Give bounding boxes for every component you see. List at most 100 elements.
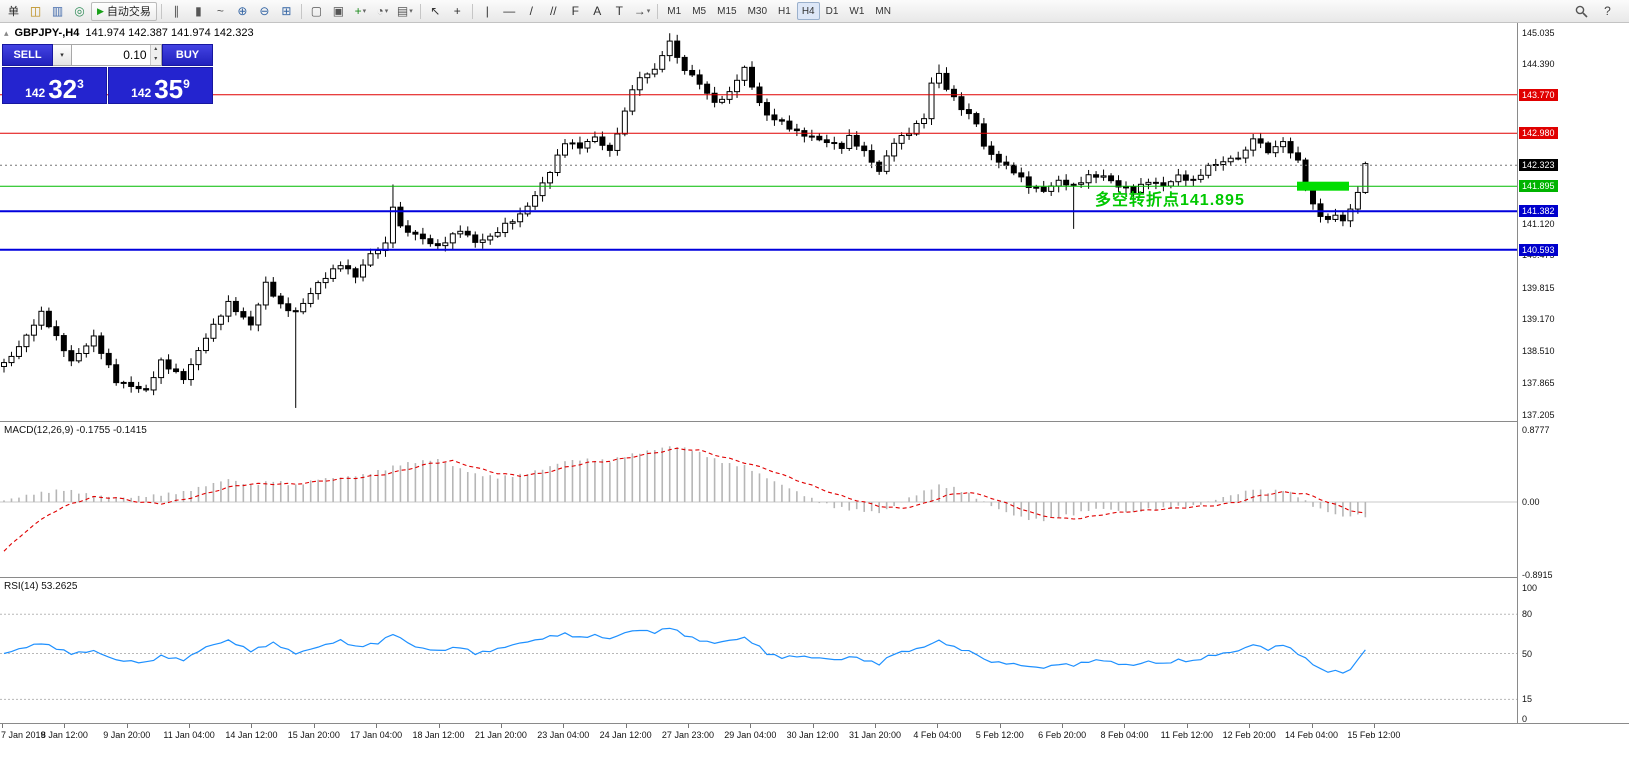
timeframe-button-d1[interactable]: D1 (825, 5, 839, 17)
candlestick-canvas[interactable] (0, 23, 1517, 421)
cascade-windows-icon[interactable]: ▣ (328, 2, 349, 21)
sell-button[interactable]: SELL (2, 44, 53, 66)
time-axis-label: 7 Jan 2019 (1, 730, 46, 740)
buy-button[interactable]: BUY (162, 44, 213, 66)
chevron-down-icon: ▾ (409, 8, 413, 15)
timeframe-button-w1[interactable]: W1 (849, 5, 865, 17)
rsi-axis-label: 0 (1522, 714, 1528, 724)
time-axis-label: 8 Jan 12:00 (40, 730, 88, 740)
bar-chart-icon[interactable]: ∥ (166, 2, 187, 21)
time-axis-label: 4 Feb 04:00 (913, 730, 962, 740)
fibonacci-icon[interactable]: F (565, 2, 586, 21)
time-axis-label: 23 Jan 04:00 (537, 730, 590, 740)
volume-up-button[interactable]: ▴ (150, 45, 161, 55)
symbol-label: GBPJPY-,H4 (14, 27, 80, 39)
timeframe-button-h4[interactable]: H4 (796, 2, 820, 20)
tile-windows-icon[interactable]: ▢ (306, 2, 327, 21)
text-label-icon[interactable]: T (609, 2, 630, 21)
toolbar: 单 ◫ ▥ ◎ ▶ 自动交易 ∥ ▮ ~ ⊕ ⊖ ⊞ ▢ ▣ + ▾ ◔ ▾ ▤ ▾ ↖ + | — ///F A T → ▾ M1 M5 M… (0, 0, 1629, 23)
volume-input[interactable] (72, 45, 150, 65)
price-axis-marker: 143.770 (1519, 88, 1558, 101)
new-order-button[interactable]: 单 (8, 6, 19, 18)
rsi-canvas[interactable] (0, 578, 1517, 723)
time-axis-tick (812, 724, 814, 728)
price-axis-label: 137.205 (1522, 410, 1555, 420)
time-axis-tick (313, 724, 315, 728)
profiles-icon[interactable]: ▥ (47, 2, 68, 21)
bar-chart-icon: ∥ (173, 4, 180, 18)
autotrade-label: 自动交易 (106, 6, 151, 18)
time-axis-label: 30 Jan 12:00 (786, 730, 839, 740)
line-chart-icon[interactable]: ~ (210, 2, 231, 21)
timeframe-button-mn[interactable]: MN (875, 5, 891, 17)
time-axis-label: 31 Jan 20:00 (849, 730, 902, 740)
arrows-icon[interactable]: → ▾ (631, 2, 654, 21)
channel-icon[interactable]: // (543, 2, 564, 21)
time-axis-tick (1373, 724, 1375, 728)
indicators-icon[interactable]: + ▾ (350, 2, 371, 21)
time-axis[interactable]: 7 Jan 2019 8 Jan 12:00 9 Jan 20:00 11 Jan 0… (0, 723, 1629, 775)
autotrade-button[interactable]: ▶ 自动交易 (91, 1, 157, 21)
templates-icon: ▤ (396, 4, 409, 18)
time-axis-label: 11 Feb 12:00 (1160, 730, 1214, 740)
zoom-out-icon[interactable]: ⊖ (254, 2, 275, 21)
cursor-icon: ↖ (430, 4, 441, 18)
timeframe-button-h1[interactable]: H1 (778, 5, 791, 17)
time-axis-tick (1249, 724, 1251, 728)
text-icon[interactable]: A (587, 2, 608, 21)
market-watch-icon[interactable]: ◎ (69, 2, 90, 21)
trendline-icon[interactable]: / (521, 2, 542, 21)
candlestick-chart-icon[interactable]: ▮ (188, 2, 209, 21)
time-axis-tick (251, 724, 253, 728)
volume-down-button[interactable]: ▾ (150, 55, 161, 65)
time-axis-label: 29 Jan 04:00 (724, 730, 777, 740)
time-axis-tick (750, 724, 752, 728)
toolbar-separator (471, 3, 473, 19)
time-axis-label: 5 Feb 12:00 (975, 730, 1024, 740)
one-click-toggle[interactable]: ▴ (4, 27, 9, 38)
time-axis-label: 15 Feb 12:00 (1347, 730, 1401, 740)
grid-icon: ⊞ (281, 4, 292, 18)
trendline-icon: / (529, 4, 533, 18)
macd-label: MACD(12,26,9) -0.1755 -0.1415 (4, 425, 147, 436)
crosshair-icon[interactable]: + (447, 2, 468, 21)
time-axis-label: 8 Feb 04:00 (1100, 730, 1149, 740)
fibonacci-icon: F (571, 4, 579, 18)
vertical-line-icon[interactable]: | (477, 2, 498, 21)
macd-canvas[interactable] (0, 422, 1517, 577)
timeframe-button-m15[interactable]: M15 (717, 5, 737, 17)
time-axis-tick (937, 724, 939, 728)
price-axis-marker: 141.382 (1519, 205, 1558, 218)
zoom-in-icon: ⊕ (237, 4, 248, 18)
cursor-icon[interactable]: ↖ (425, 2, 446, 21)
order-type-dropdown[interactable]: ▾ (53, 44, 72, 66)
volume-field: ▴ ▾ (72, 44, 162, 66)
grid-icon[interactable]: ⊞ (276, 2, 297, 21)
price-axis-label: 137.865 (1522, 377, 1555, 388)
timeframe-button-m30[interactable]: M30 (747, 5, 768, 17)
horizontal-line-icon[interactable]: — (499, 2, 520, 21)
zoom-in-icon[interactable]: ⊕ (232, 2, 253, 21)
search-icon[interactable] (1571, 2, 1592, 21)
price-axis-label: 141.120 (1522, 219, 1555, 229)
price-axis-label: 139.170 (1522, 314, 1555, 325)
candlestick-chart-icon: ▮ (195, 4, 202, 18)
text-label-icon: T (615, 4, 623, 18)
toolbar-separator (419, 3, 421, 19)
new-chart-icon[interactable]: ◫ (25, 2, 46, 21)
buy-price-display: 142 35 9 (108, 67, 213, 104)
macd-axis-label: 0.00 (1522, 497, 1540, 507)
timeframes-icon[interactable]: ◔ ▾ (372, 2, 393, 21)
new-chart-icon: ◫ (29, 4, 42, 18)
templates-icon[interactable]: ▤ ▾ (394, 2, 416, 21)
timeframe-button-m5[interactable]: M5 (692, 5, 707, 17)
tile-windows-icon: ▢ (310, 4, 323, 18)
help-icon[interactable]: ? (1604, 4, 1611, 18)
chevron-down-icon: ▾ (362, 8, 367, 15)
horizontal-line-icon: — (503, 4, 516, 18)
toolbar-right-group: ? (1571, 2, 1626, 21)
timeframe-button-m1[interactable]: M1 (667, 5, 682, 17)
price-axis[interactable]: 145.035144.390141.120140.475139.815139.1… (1517, 23, 1629, 724)
